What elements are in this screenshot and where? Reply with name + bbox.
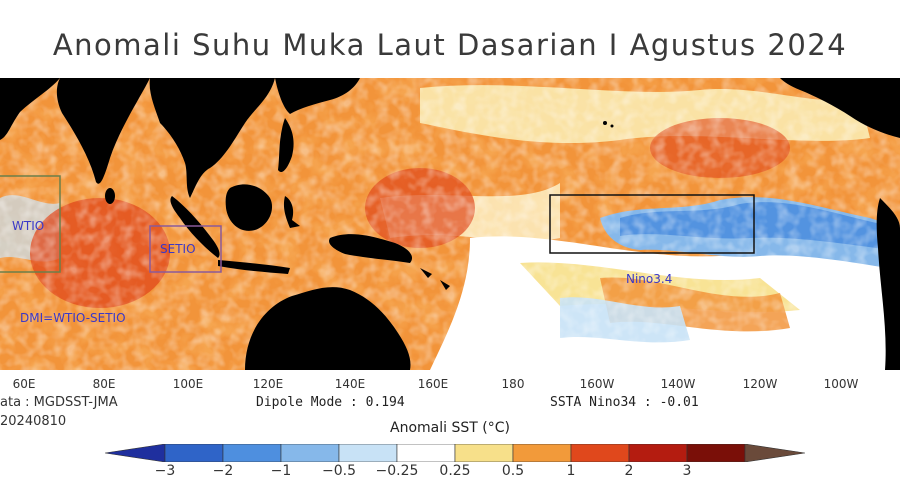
- colorbar-segment: [396, 444, 456, 462]
- colorbar-tick-label: 0.5: [501, 463, 525, 479]
- land-africa: [0, 78, 60, 140]
- land-india: [56, 78, 150, 184]
- colorbar-min-arrow: [105, 444, 166, 462]
- data-date: 20240810: [0, 414, 67, 429]
- land-java: [218, 260, 290, 274]
- ssta-nino34-value: SSTA Nino34 : -0.01: [550, 395, 699, 410]
- dipole-mode-value: Dipole Mode : 0.194: [256, 395, 405, 410]
- nino34-box: [549, 194, 755, 254]
- lon-tick-140e: 140E: [334, 377, 366, 391]
- land-australia: [245, 287, 411, 370]
- land-hawaii: [603, 121, 607, 125]
- wtio-box: [0, 175, 61, 273]
- land-east-asia: [275, 78, 360, 114]
- colorbar-segment: [570, 444, 630, 462]
- colorbar-tick-label: −3: [154, 463, 176, 479]
- colorbar-tick-label: 2: [624, 463, 634, 479]
- colorbar-title: Anomali SST (°C): [390, 420, 510, 436]
- noise-texture: [0, 78, 900, 370]
- land-philippines: [278, 118, 294, 173]
- lon-tick-160w: 160W: [579, 377, 615, 391]
- colorbar-segment: [222, 444, 282, 462]
- colorbar-segment: [454, 444, 514, 462]
- colorbar-segment: [164, 444, 224, 462]
- lon-tick-120e: 120E: [252, 377, 284, 391]
- land-sulawesi: [283, 196, 300, 228]
- setio-box: [149, 225, 222, 273]
- land-new-guinea: [329, 234, 413, 263]
- map-title: Anomali Suhu Muka Laut Dasarian I Agustu…: [52, 28, 848, 62]
- colorbar-tick-label: −0.25: [375, 463, 419, 479]
- colorbar-segment: [686, 444, 746, 462]
- lon-tick-60e: 60E: [12, 377, 36, 391]
- colorbar-max-arrow: [744, 444, 805, 462]
- colorbar-tick-label: 1: [566, 463, 576, 479]
- land-se-asia: [149, 78, 275, 198]
- lon-tick-120w: 120W: [742, 377, 778, 391]
- colorbar-tick-label: −1: [270, 463, 292, 479]
- lon-tick-80e: 80E: [92, 377, 116, 391]
- sst-anomaly-map: WTIO SETIO DMI=WTIO-SETIO Nino3.4: [0, 78, 900, 370]
- wtio-label: WTIO: [12, 219, 44, 233]
- land-sumatra: [170, 196, 220, 258]
- data-source: ata : MGDSST-JMA: [0, 395, 118, 410]
- land-borneo: [225, 184, 273, 231]
- colorbar: [105, 444, 805, 462]
- colorbar-tick-label: 3: [682, 463, 692, 479]
- colorbar-tick-label: 0.25: [439, 463, 471, 479]
- lon-tick-160e: 160E: [417, 377, 449, 391]
- land-islands: [420, 268, 450, 290]
- lon-tick-140w: 140W: [660, 377, 696, 391]
- dmi-label: DMI=WTIO-SETIO: [20, 311, 126, 325]
- colorbar-segment: [512, 444, 572, 462]
- lon-tick-100e: 100E: [172, 377, 204, 391]
- colorbar-segment: [628, 444, 688, 462]
- colorbar-segment: [338, 444, 398, 462]
- lon-tick-180: 180: [501, 377, 525, 391]
- lon-tick-100w: 100W: [823, 377, 859, 391]
- colorbar-tick-label: −2: [212, 463, 234, 479]
- land-sri-lanka: [105, 188, 115, 204]
- land-masses: [0, 78, 900, 370]
- setio-label: SETIO: [160, 242, 196, 256]
- colorbar-segment: [280, 444, 340, 462]
- nino34-label: Nino3.4: [626, 272, 672, 286]
- land-south-america: [876, 198, 900, 370]
- land-central-america: [780, 78, 900, 138]
- colorbar-tick-label: −0.5: [322, 463, 356, 479]
